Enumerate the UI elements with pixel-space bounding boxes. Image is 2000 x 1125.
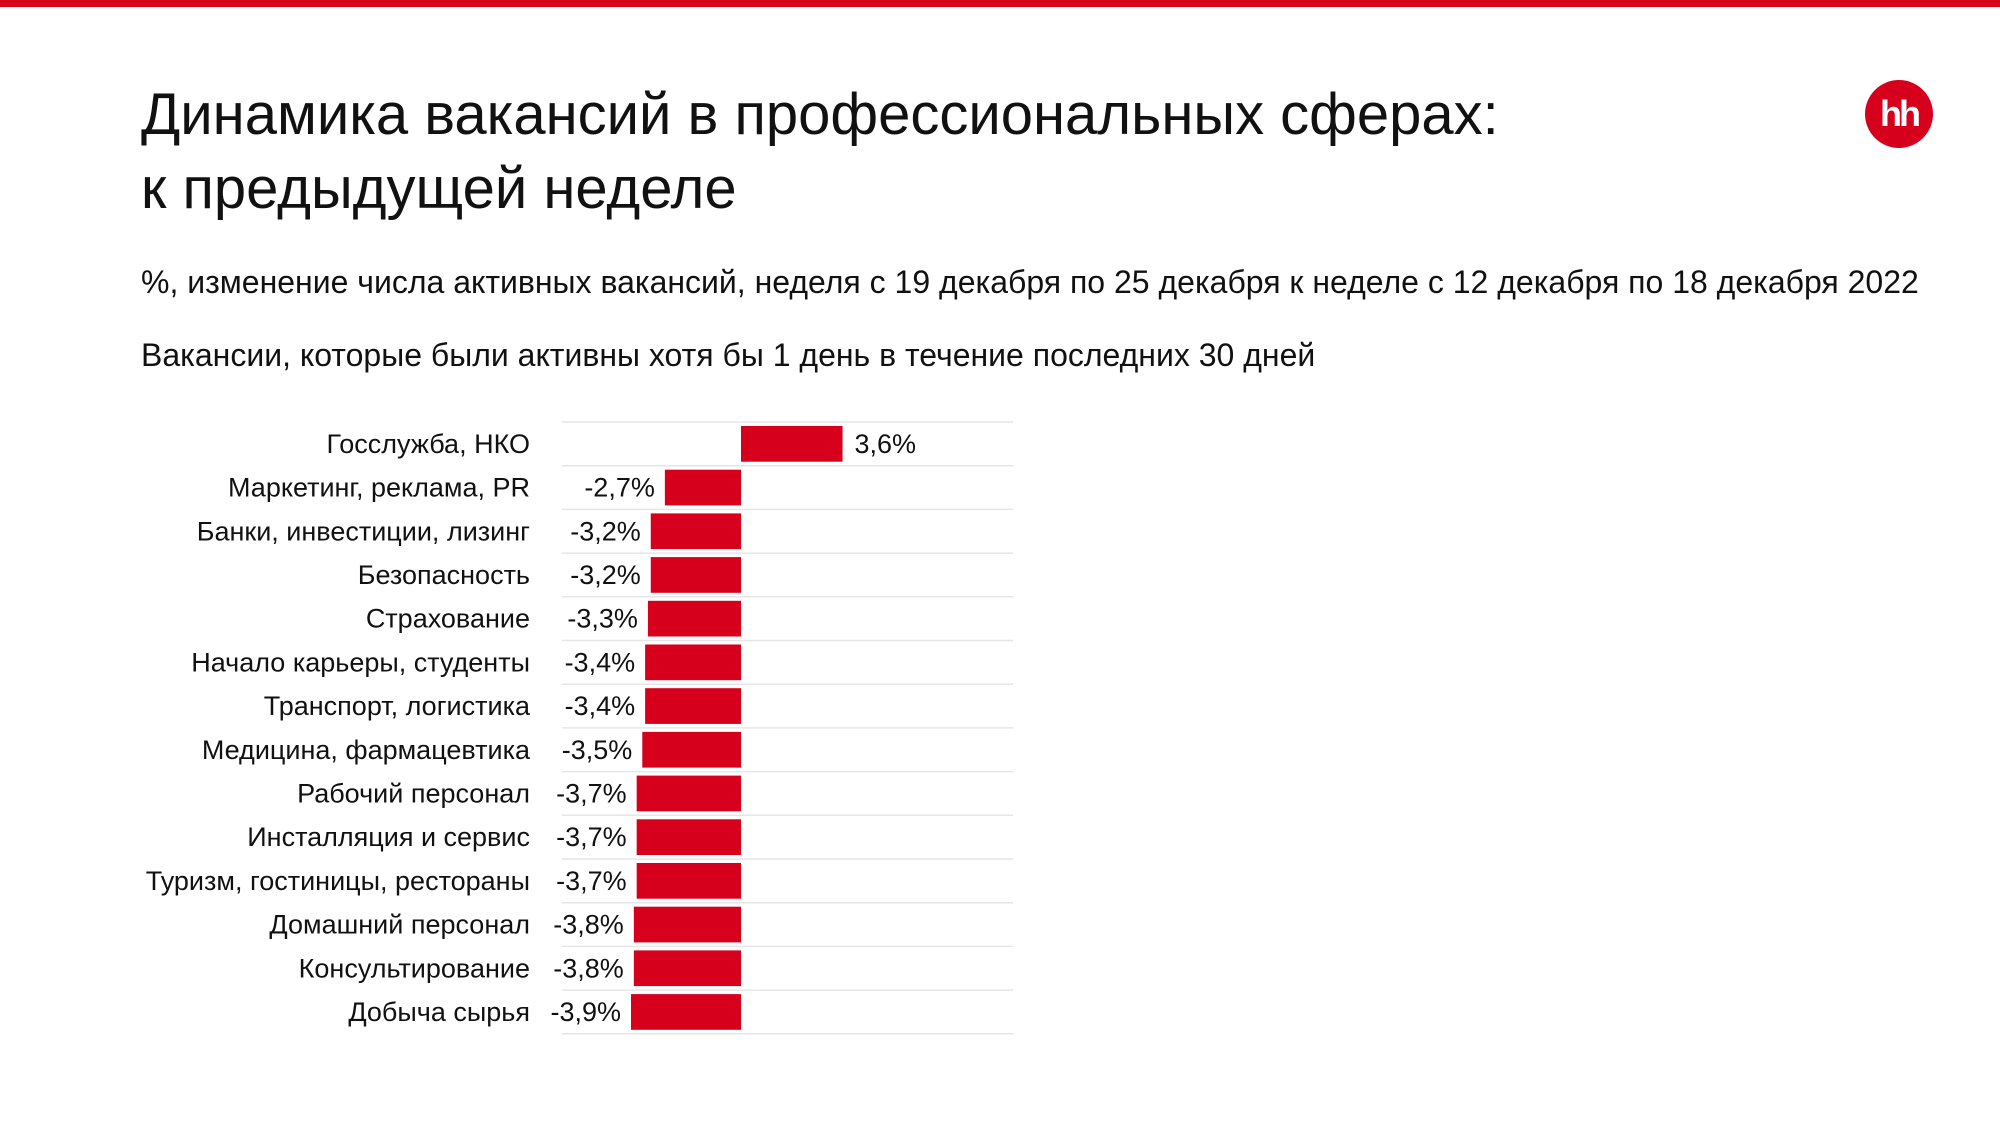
category-label: Рабочий персонал — [297, 778, 530, 808]
category-label: Страхование — [366, 604, 530, 634]
title-line-1: Динамика вакансий в профессиональных сфе… — [141, 82, 1499, 147]
data-label: 3,6% — [855, 429, 917, 459]
bar — [664, 469, 741, 506]
category-label: Домашний персонал — [269, 910, 530, 940]
bar — [645, 644, 741, 681]
data-label: -2,7% — [584, 473, 655, 503]
bar — [645, 688, 741, 724]
category-label: Начало карьеры, студенты — [191, 647, 530, 677]
data-label: -3,8% — [553, 910, 624, 940]
bar — [636, 819, 741, 855]
data-label: -3,4% — [565, 647, 636, 677]
category-label: Транспорт, логистика — [264, 691, 531, 721]
data-label: -3,9% — [550, 997, 621, 1027]
chart-subtitle: %, изменение числа активных вакансий, не… — [141, 264, 1919, 300]
bar — [650, 513, 741, 550]
hh-logo: hh — [1865, 80, 1933, 148]
top-accent-bar — [0, 0, 2000, 7]
data-label: -3,5% — [562, 735, 633, 765]
bar-chart: Госслужба, НКО 3,6% Маркетинг, реклама, PR… — [146, 421, 1013, 1035]
category-label: Добыча сырья — [348, 997, 530, 1027]
bar — [647, 600, 741, 637]
data-label: -3,7% — [556, 778, 627, 808]
category-label: Безопасность — [358, 560, 530, 590]
data-label: -3,7% — [556, 866, 627, 896]
category-label: Банки, инвестиции, лизинг — [197, 516, 530, 546]
bar — [633, 906, 741, 943]
category-label: Инсталляция и сервис — [247, 822, 530, 852]
category-label: Туризм, гостиницы, рестораны — [146, 866, 530, 896]
category-label: Маркетинг, реклама, PR — [228, 473, 530, 503]
category-label: Консультирование — [299, 953, 530, 983]
bar — [642, 731, 741, 768]
bar — [636, 863, 741, 899]
data-label: -3,2% — [570, 560, 641, 590]
data-label: -3,3% — [567, 604, 638, 634]
bar — [636, 775, 741, 812]
bar — [650, 557, 741, 593]
bar — [633, 950, 741, 987]
data-label: -3,7% — [556, 822, 627, 852]
data-label: -3,4% — [565, 691, 636, 721]
category-label: Госслужба, НКО — [326, 429, 530, 459]
title-line-2: к предыдущей неделе — [141, 156, 737, 221]
page-title: Динамика вакансий в профессиональных сфе… — [141, 78, 1781, 226]
data-label: -3,2% — [570, 516, 641, 546]
data-label: -3,8% — [553, 953, 624, 983]
category-label: Медицина, фармацевтика — [202, 735, 531, 765]
bar — [741, 426, 843, 462]
chart-note: Вакансии, которые были активны хотя бы 1… — [141, 337, 1316, 373]
bar — [631, 994, 741, 1030]
